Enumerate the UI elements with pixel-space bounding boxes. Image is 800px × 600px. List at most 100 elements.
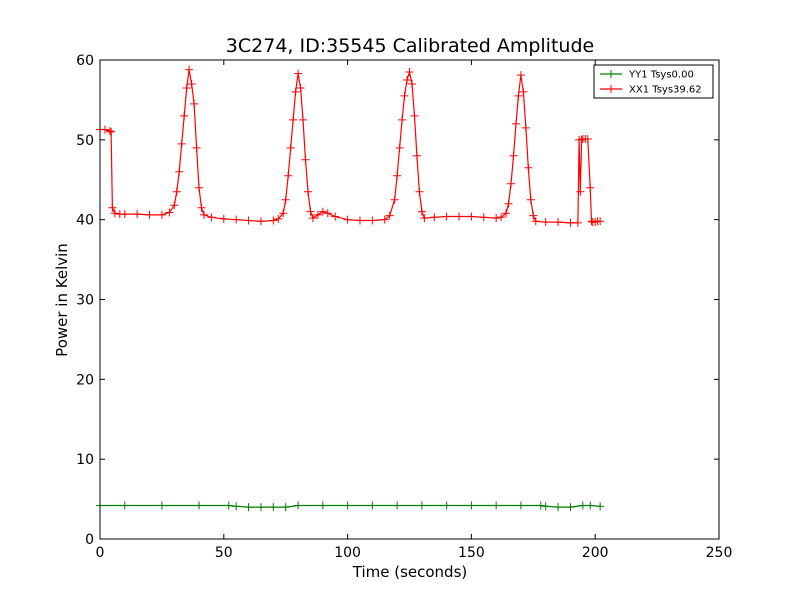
data-point bbox=[185, 65, 194, 74]
data-point bbox=[219, 214, 228, 223]
data-point bbox=[596, 502, 605, 511]
data-point bbox=[529, 211, 538, 220]
data-point bbox=[536, 501, 545, 510]
data-point bbox=[586, 501, 595, 510]
data-point bbox=[442, 212, 451, 221]
x-axis-label: Time (seconds) bbox=[352, 563, 468, 581]
chart-title: 3C274, ID:35545 Calibrated Amplitude bbox=[226, 35, 594, 57]
data-point bbox=[393, 171, 402, 180]
x-tick-label: 200 bbox=[582, 545, 609, 561]
data-point bbox=[368, 501, 377, 510]
legend: YY1 Tsys0.00 XX1 Tsys39.62 bbox=[593, 64, 714, 99]
data-point bbox=[207, 213, 216, 222]
data-point bbox=[415, 187, 424, 196]
x-tick-label: 100 bbox=[334, 545, 361, 561]
legend-marker bbox=[607, 85, 615, 93]
data-point bbox=[504, 199, 513, 208]
data-point bbox=[269, 216, 278, 225]
data-point bbox=[303, 187, 312, 196]
legend-marker bbox=[607, 70, 615, 78]
data-point bbox=[393, 501, 402, 510]
data-point bbox=[442, 501, 451, 510]
data-point bbox=[289, 115, 298, 124]
data-point bbox=[417, 207, 426, 216]
x-tick-label: 0 bbox=[96, 545, 105, 561]
data-point bbox=[190, 99, 199, 108]
data-point bbox=[596, 217, 605, 226]
data-point bbox=[407, 79, 416, 88]
data-point bbox=[294, 69, 303, 78]
data-point bbox=[286, 143, 295, 152]
data-point bbox=[199, 210, 208, 219]
data-point bbox=[417, 501, 426, 510]
data-point bbox=[244, 503, 253, 512]
data-point bbox=[157, 210, 166, 219]
legend-item: YY1 Tsys0.00 bbox=[600, 70, 694, 81]
legend-label: YY1 Tsys0.00 bbox=[628, 70, 694, 81]
y-tick-label: 0 bbox=[85, 532, 94, 548]
data-point bbox=[410, 111, 419, 120]
data-point bbox=[180, 111, 189, 120]
y-tick-label: 10 bbox=[76, 452, 94, 468]
data-point bbox=[187, 79, 196, 88]
data-point bbox=[573, 218, 582, 227]
data-point bbox=[107, 127, 116, 136]
data-point bbox=[531, 217, 540, 226]
data-point bbox=[497, 213, 506, 222]
data-point bbox=[157, 501, 166, 510]
data-point bbox=[492, 501, 501, 510]
data-point bbox=[578, 501, 587, 510]
data-point bbox=[405, 67, 414, 76]
data-point bbox=[100, 125, 109, 134]
data-point bbox=[519, 87, 528, 96]
data-point bbox=[291, 87, 300, 96]
data-point bbox=[108, 203, 117, 212]
data-point bbox=[380, 215, 389, 224]
data-point bbox=[182, 83, 191, 92]
data-point bbox=[343, 501, 352, 510]
data-point bbox=[224, 501, 233, 510]
data-point bbox=[120, 210, 129, 219]
data-point bbox=[566, 503, 575, 512]
data-point bbox=[412, 151, 421, 160]
data-point bbox=[172, 187, 181, 196]
data-point bbox=[516, 71, 525, 80]
data-point bbox=[308, 214, 317, 223]
data-point bbox=[232, 215, 241, 224]
data-point bbox=[323, 209, 332, 218]
data-point bbox=[511, 119, 520, 128]
data-point bbox=[256, 503, 265, 512]
data-point bbox=[133, 210, 142, 219]
data-point bbox=[521, 123, 530, 132]
data-point bbox=[467, 501, 476, 510]
data-point bbox=[526, 195, 535, 204]
data-point bbox=[398, 115, 407, 124]
data-point bbox=[541, 502, 550, 511]
data-point bbox=[467, 212, 476, 221]
data-point bbox=[566, 218, 575, 227]
y-tick-label: 50 bbox=[76, 133, 94, 149]
data-point bbox=[120, 501, 129, 510]
data-point bbox=[301, 155, 310, 164]
data-point bbox=[390, 195, 399, 204]
x-tick-label: 50 bbox=[215, 545, 233, 561]
data-point bbox=[232, 502, 241, 511]
data-point bbox=[420, 214, 429, 223]
data-point bbox=[296, 83, 305, 92]
data-point bbox=[195, 183, 204, 192]
data-point bbox=[279, 209, 288, 218]
data-point bbox=[576, 187, 585, 196]
y-tick-label: 60 bbox=[76, 53, 94, 69]
data-point bbox=[554, 503, 563, 512]
data-point bbox=[514, 91, 523, 100]
series-1 bbox=[96, 65, 605, 227]
data-point bbox=[294, 501, 303, 510]
data-point bbox=[197, 203, 206, 212]
data-point bbox=[583, 135, 592, 144]
data-point bbox=[318, 501, 327, 510]
data-point bbox=[430, 213, 439, 222]
data-point bbox=[281, 503, 290, 512]
ticks: 0 50 100 150 200 250 0 10 20 30 40 50 60 bbox=[76, 53, 732, 561]
plot-area bbox=[96, 65, 605, 512]
